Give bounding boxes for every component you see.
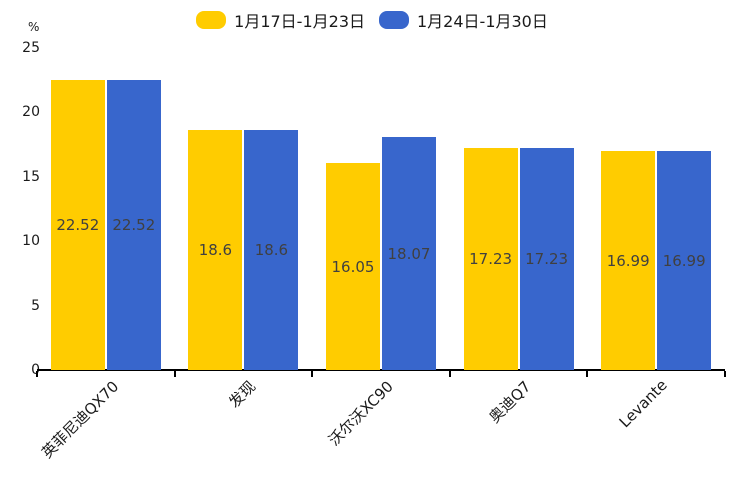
x-axis-tick [173, 371, 176, 377]
bar-series-2-英菲尼迪QX70[interactable]: 22.52 [106, 79, 161, 370]
x-axis-tick [36, 371, 38, 377]
legend: 1月17日-1月23日 1月24日-1月30日 [0, 8, 744, 32]
bar-value-label: 16.05 [331, 257, 375, 276]
y-tick-label: 0 [31, 362, 40, 378]
legend-swatch [379, 11, 409, 29]
y-tick-label: 25 [22, 40, 40, 56]
bar-value-label: 17.23 [525, 250, 569, 269]
x-category-label: 英菲尼迪QX70 [37, 377, 122, 462]
bar-value-label: 18.6 [254, 241, 289, 260]
x-category-label: 奥迪Q7 [485, 377, 535, 427]
legend-label: 1月17日-1月23日 [234, 12, 365, 31]
bar-value-label: 22.52 [56, 215, 100, 234]
y-axis-unit-label: % [28, 20, 40, 34]
x-category-label: 发现 [225, 377, 260, 412]
bar-value-label: 18.07 [387, 244, 431, 263]
y-tick-label: 10 [22, 233, 40, 250]
x-axis-tick [724, 371, 726, 377]
x-axis-tick [311, 371, 314, 377]
bar-value-label: 17.23 [469, 250, 513, 269]
x-axis-tick [586, 371, 589, 377]
x-category-label: Levante [615, 376, 671, 432]
legend-item-series-2[interactable]: 1月24日-1月30日 [379, 8, 548, 32]
bar-value-label: 22.52 [112, 215, 156, 234]
x-axis-tick [448, 371, 451, 377]
y-tick-label: 15 [22, 168, 40, 185]
y-tick-label: 5 [31, 297, 40, 314]
x-category-label: 沃尔沃XC90 [325, 377, 398, 450]
legend-swatch [196, 11, 227, 29]
y-tick-label: 20 [22, 104, 40, 121]
bar-series-2-沃尔沃XC90[interactable]: 18.07 [382, 137, 436, 370]
bar-series-1-Levante[interactable]: 16.99 [601, 151, 656, 370]
bar-series-2-Levante[interactable]: 16.99 [657, 151, 712, 370]
bar-series-1-奥迪Q7[interactable]: 17.23 [463, 148, 518, 370]
bar-series-1-英菲尼迪QX70[interactable]: 22.52 [50, 79, 105, 370]
legend-item-series-1[interactable]: 1月17日-1月23日 [196, 8, 365, 32]
bar-value-label: 16.99 [606, 251, 650, 270]
legend-label: 1月24日-1月30日 [417, 12, 548, 31]
bar-series-1-沃尔沃XC90[interactable]: 16.05 [326, 163, 380, 370]
bar-series-2-奥迪Q7[interactable]: 17.23 [519, 148, 574, 370]
bar-value-label: 18.6 [198, 241, 233, 260]
bar-series-1-发现[interactable]: 18.6 [188, 130, 243, 370]
bar-value-label: 16.99 [662, 251, 706, 270]
bar-series-2-发现[interactable]: 18.6 [244, 130, 299, 370]
x-axis-line [37, 369, 725, 371]
